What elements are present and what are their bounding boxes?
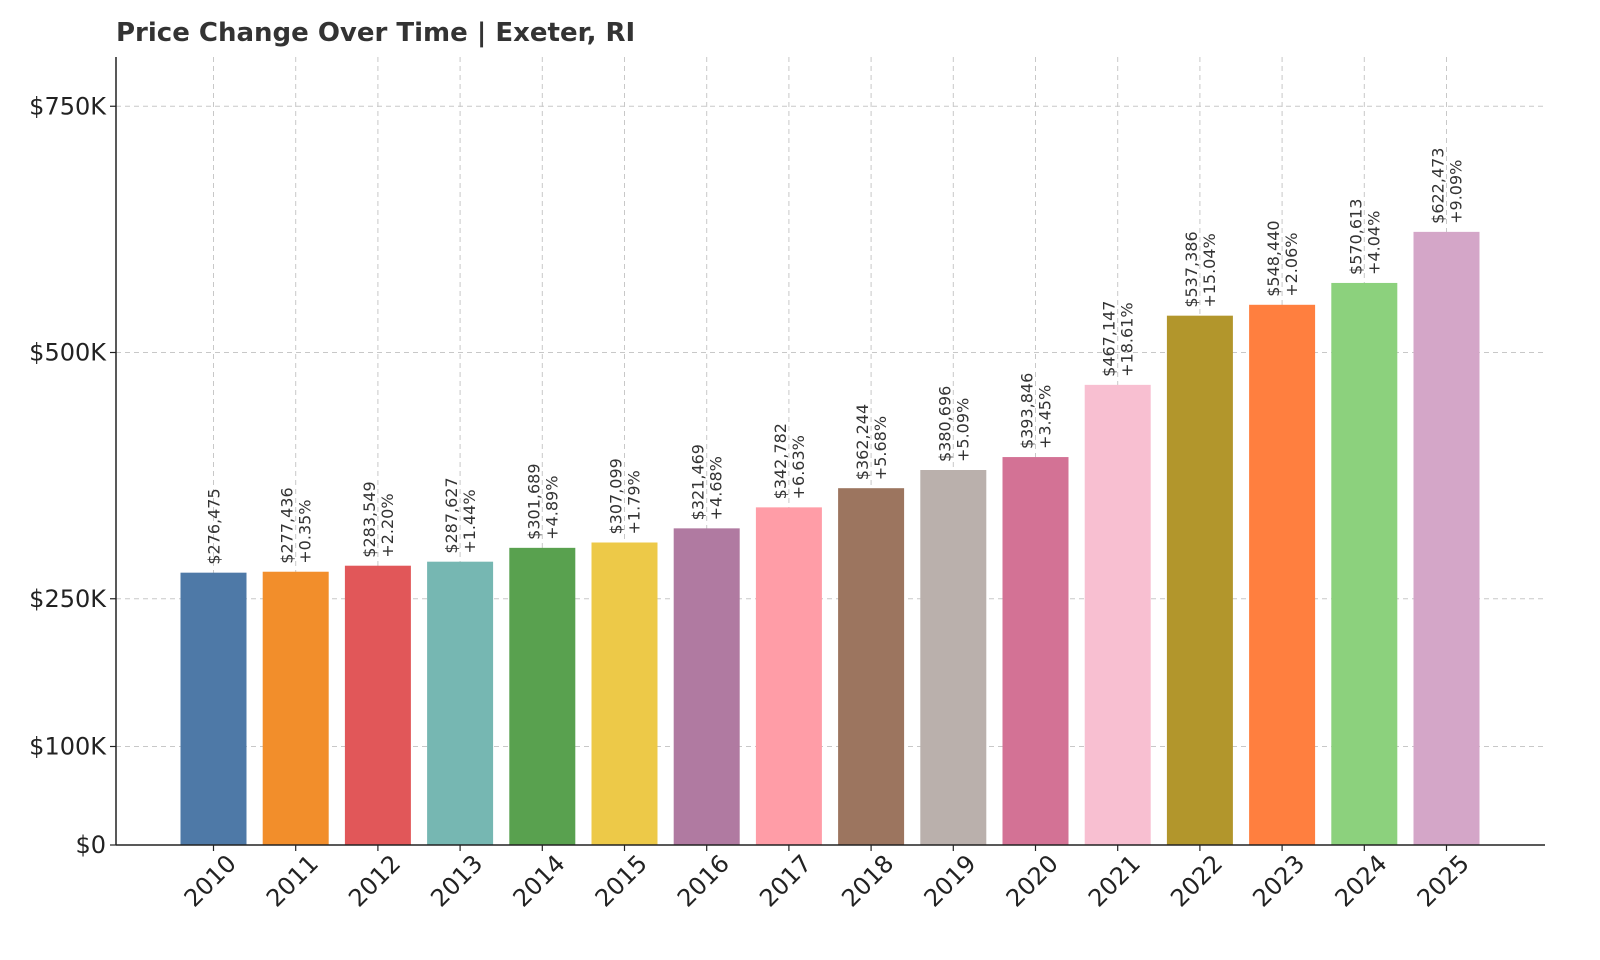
bar-value-label: $307,099 bbox=[607, 458, 626, 534]
bar-value-label: $548,440 bbox=[1264, 220, 1283, 296]
bar-change-label: +2.06% bbox=[1282, 233, 1301, 297]
bar-value-label: $287,627 bbox=[442, 477, 461, 553]
bar-value-label: $342,782 bbox=[771, 423, 790, 499]
bar-change-label: +6.63% bbox=[789, 435, 808, 499]
bar-change-label: +0.35% bbox=[296, 499, 315, 563]
bar-value-label: $283,549 bbox=[360, 481, 379, 557]
data-label-group: $276,475 bbox=[205, 488, 224, 564]
data-label-group: $307,099 +1.79% bbox=[607, 458, 644, 534]
data-label-group: $537,386 +15.04% bbox=[1182, 231, 1219, 307]
x-tick-label: 2024 bbox=[1330, 849, 1393, 912]
bar-value-label: $362,244 bbox=[853, 404, 872, 480]
bar-change-label: +4.89% bbox=[542, 476, 561, 540]
bar-value-label: $622,473 bbox=[1429, 148, 1448, 224]
x-tick-label: 2025 bbox=[1412, 849, 1475, 912]
bar-2012 bbox=[344, 565, 411, 845]
bar-change-label: +4.68% bbox=[707, 456, 726, 520]
bar-2016 bbox=[673, 528, 740, 845]
bar-2018 bbox=[838, 488, 905, 845]
x-tick-label: 2019 bbox=[919, 849, 982, 912]
x-tick-label: 2014 bbox=[508, 849, 571, 912]
data-label-group: $342,782 +6.63% bbox=[771, 423, 808, 499]
x-tick-label: 2012 bbox=[343, 849, 406, 912]
x-tick-label: 2016 bbox=[672, 849, 735, 912]
bar-change-label: +4.04% bbox=[1364, 211, 1383, 275]
bar-value-label: $276,475 bbox=[205, 488, 224, 564]
bar-value-label: $537,386 bbox=[1182, 231, 1201, 307]
y-tick-label: $750K bbox=[29, 92, 107, 120]
data-label-group: $622,473 +9.09% bbox=[1429, 148, 1466, 224]
data-label-group: $277,436 +0.35% bbox=[278, 487, 315, 563]
bar-2025 bbox=[1413, 231, 1480, 846]
bar-value-label: $321,469 bbox=[689, 444, 708, 520]
bar-2010 bbox=[180, 572, 247, 845]
bar-change-label: +5.09% bbox=[953, 398, 972, 462]
x-tick-label: 2015 bbox=[590, 849, 653, 912]
y-tick-label: $500K bbox=[29, 339, 107, 367]
y-tick-label: $100K bbox=[29, 733, 107, 761]
data-label-group: $283,549 +2.20% bbox=[360, 481, 397, 557]
x-tick-label: 2021 bbox=[1083, 849, 1146, 912]
data-label-group: $362,244 +5.68% bbox=[853, 404, 890, 480]
bar-change-label: +15.04% bbox=[1200, 233, 1219, 307]
bar-change-label: +9.09% bbox=[1447, 160, 1466, 224]
y-tick-label: $250K bbox=[29, 585, 107, 613]
bar-2013 bbox=[427, 561, 494, 845]
bar-value-label: $570,613 bbox=[1346, 199, 1365, 275]
bar-value-label: $301,689 bbox=[524, 463, 543, 539]
bar-change-label: +1.79% bbox=[625, 470, 644, 534]
bar-change-label: +1.44% bbox=[460, 489, 479, 553]
x-tick-label: 2018 bbox=[836, 849, 899, 912]
bar-value-label: $380,696 bbox=[935, 386, 954, 462]
data-label-group: $570,613 +4.04% bbox=[1346, 199, 1383, 275]
x-tick-label: 2022 bbox=[1165, 849, 1228, 912]
bar-2024 bbox=[1331, 282, 1398, 846]
bar-change-label: +18.61% bbox=[1118, 302, 1137, 376]
data-label-group: $321,469 +4.68% bbox=[689, 444, 726, 520]
data-label-group: $380,696 +5.09% bbox=[935, 386, 972, 462]
x-tick-label: 2011 bbox=[261, 849, 324, 912]
bar-2019 bbox=[920, 470, 987, 845]
y-tick-label: $0 bbox=[75, 831, 106, 859]
bar-change-label: +2.20% bbox=[378, 493, 397, 557]
bar-2011 bbox=[262, 571, 329, 845]
bar-value-label: $393,846 bbox=[1018, 373, 1037, 449]
data-label-group: $467,147 +18.61% bbox=[1100, 301, 1137, 377]
x-tick-label: 2013 bbox=[425, 849, 488, 912]
bar-value-label: $467,147 bbox=[1100, 301, 1119, 377]
bar-value-label: $277,436 bbox=[278, 487, 297, 563]
bar-2014 bbox=[509, 547, 576, 845]
x-tick-label: 2010 bbox=[179, 849, 242, 912]
bar-change-label: +3.45% bbox=[1036, 385, 1055, 449]
bar-2015 bbox=[591, 542, 658, 845]
data-label-group: $393,846 +3.45% bbox=[1018, 373, 1055, 449]
data-label-group: $301,689 +4.89% bbox=[524, 463, 561, 539]
bar-2023 bbox=[1249, 304, 1316, 845]
data-label-group: $287,627 +1.44% bbox=[442, 477, 479, 553]
bar-2020 bbox=[1002, 457, 1069, 845]
data-label-group: $548,440 +2.06% bbox=[1264, 220, 1301, 296]
x-tick-label: 2023 bbox=[1247, 849, 1310, 912]
bar-change-label: +5.68% bbox=[871, 416, 890, 480]
x-tick-label: 2017 bbox=[754, 849, 817, 912]
bar-2017 bbox=[755, 507, 822, 845]
bar-2021 bbox=[1084, 384, 1151, 845]
chart-title: Price Change Over Time | Exeter, RI bbox=[116, 18, 636, 48]
bar-2022 bbox=[1166, 315, 1233, 845]
x-tick-label: 2020 bbox=[1001, 849, 1064, 912]
